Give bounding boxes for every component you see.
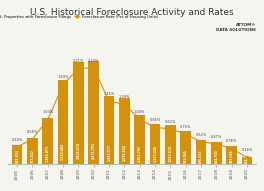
Text: 0.85%: 0.85% bbox=[149, 118, 161, 122]
Text: 1.84%: 1.84% bbox=[58, 75, 69, 79]
Text: 0.52%: 0.52% bbox=[195, 133, 206, 137]
Text: 0.16%: 0.16% bbox=[241, 148, 252, 152]
Text: 1.45%: 1.45% bbox=[103, 92, 115, 96]
Text: 2.23%: 2.23% bbox=[88, 59, 99, 63]
Text: 717,522: 717,522 bbox=[30, 149, 34, 163]
Text: 1,836,634: 1,836,634 bbox=[122, 144, 126, 161]
Bar bbox=[73, 62, 84, 164]
Text: 0.58%: 0.58% bbox=[27, 130, 38, 134]
Text: 1,117,426: 1,117,426 bbox=[153, 145, 157, 162]
Bar bbox=[88, 61, 99, 164]
Bar bbox=[150, 124, 160, 164]
Text: 1,887,777: 1,887,777 bbox=[107, 144, 111, 161]
Bar bbox=[180, 131, 191, 164]
Text: 214,323: 214,323 bbox=[245, 150, 249, 164]
Text: 533,803: 533,803 bbox=[15, 149, 19, 163]
Bar bbox=[211, 142, 221, 164]
Bar bbox=[226, 146, 237, 164]
Text: 1.03%: 1.03% bbox=[42, 110, 53, 114]
Text: 0.82%: 0.82% bbox=[165, 120, 176, 124]
Text: 2,824,674: 2,824,674 bbox=[76, 142, 80, 159]
Text: 1.04%: 1.04% bbox=[134, 110, 145, 114]
Text: 0.36%: 0.36% bbox=[226, 139, 237, 143]
Text: 0.70%: 0.70% bbox=[180, 125, 191, 129]
Text: 933,045: 933,045 bbox=[184, 149, 188, 163]
Text: 1,083,572: 1,083,572 bbox=[168, 145, 172, 162]
Legend: U.S. Properties with Foreclosure Filings, Foreclosure Rate (Pct of Housing Units: U.S. Properties with Foreclosure Filings… bbox=[0, 13, 160, 20]
Bar bbox=[43, 118, 53, 164]
Bar bbox=[196, 140, 206, 164]
Text: 0.40%: 0.40% bbox=[12, 138, 23, 142]
Text: 2.21%: 2.21% bbox=[73, 59, 84, 63]
Text: 624,753: 624,753 bbox=[214, 149, 218, 163]
Text: 2,330,483: 2,330,483 bbox=[61, 143, 65, 160]
Bar bbox=[12, 145, 22, 164]
Bar bbox=[242, 157, 252, 164]
Text: 676,535: 676,535 bbox=[199, 149, 203, 163]
Text: 1,361,795: 1,361,795 bbox=[138, 145, 142, 162]
Text: 0.47%: 0.47% bbox=[211, 135, 222, 139]
Bar bbox=[134, 115, 145, 164]
Bar bbox=[119, 98, 130, 164]
Text: U.S. Historical Foreclosure Activity and Rates: U.S. Historical Foreclosure Activity and… bbox=[30, 8, 234, 17]
Bar bbox=[165, 125, 176, 164]
Text: 2,871,791: 2,871,791 bbox=[92, 142, 96, 159]
Text: 1.39%: 1.39% bbox=[119, 95, 130, 99]
Text: ATTOM®
DATA SOLUTIONS: ATTOM® DATA SOLUTIONS bbox=[216, 23, 256, 32]
Text: 493,066: 493,066 bbox=[230, 150, 234, 163]
Bar bbox=[58, 80, 68, 164]
Bar bbox=[104, 96, 114, 164]
Text: 1,285,873: 1,285,873 bbox=[46, 145, 50, 162]
Bar bbox=[27, 138, 38, 164]
